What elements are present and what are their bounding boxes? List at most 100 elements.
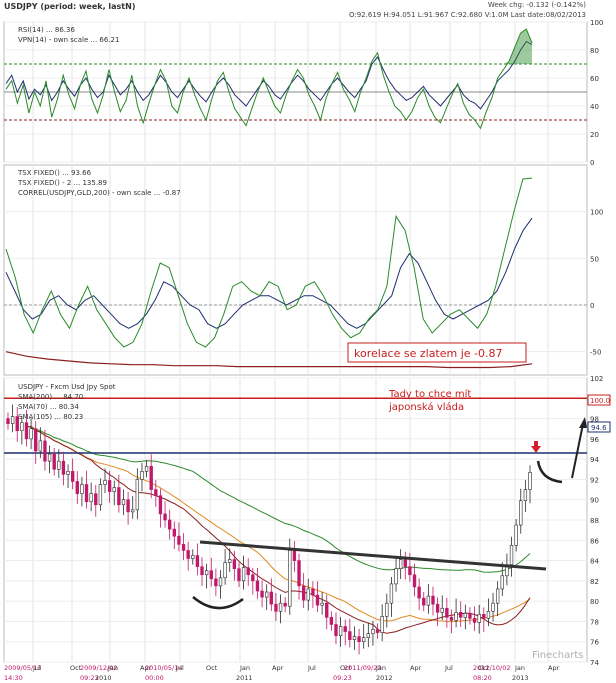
- candle-body: [269, 591, 273, 605]
- rsi-series-1: [5, 28, 533, 130]
- x-sub-label: 09:23: [333, 674, 352, 682]
- candle-body: [292, 550, 297, 561]
- tsx-legend: TSX FIXED() ... 93.66 TSX FIXED() - 2 ..…: [17, 169, 181, 197]
- candle-body: [232, 559, 237, 569]
- vpn-overbought-fill: [503, 29, 532, 64]
- x-tick-label: 2012/10/02: [473, 664, 510, 672]
- candle-body: [154, 489, 158, 496]
- candle-body: [403, 559, 407, 567]
- grid-lines: [4, 21, 587, 663]
- candle-body: [315, 594, 320, 606]
- badge-red: 100.0: [590, 397, 610, 405]
- legend-vpn: VPN(14) - own scale ... 66.21: [18, 36, 119, 44]
- candle-body: [98, 484, 103, 506]
- rsi-plot: [4, 28, 587, 130]
- chart-title: USDJPY (period: week, lastN): [4, 2, 136, 11]
- candle-body: [112, 487, 116, 492]
- x-tick-label: Jan: [239, 664, 250, 672]
- candle-body: [375, 629, 380, 633]
- candle-body: [126, 499, 130, 513]
- y-tick-label: 80: [590, 47, 599, 55]
- legend-tsx: TSX FIXED() ... 93.66: [17, 169, 92, 177]
- candle-body: [140, 471, 144, 480]
- candle-body: [204, 570, 209, 576]
- candle-body: [10, 416, 15, 424]
- legend-sma70: SMA(70) ... 80.34: [18, 403, 79, 411]
- candle-body: [486, 610, 491, 619]
- y-tick-label: 86: [590, 537, 599, 545]
- candle-body: [338, 626, 343, 636]
- candle-body: [47, 453, 52, 462]
- price-plot: [4, 397, 587, 655]
- candle-body: [24, 422, 29, 440]
- candle-body: [43, 440, 47, 462]
- handle-curve: [536, 460, 563, 484]
- sma200-line: [26, 426, 531, 573]
- y-tick-label: 90: [590, 497, 599, 505]
- candle-body: [223, 562, 227, 579]
- candle-body: [417, 586, 421, 599]
- y-tick-label: 100: [590, 19, 603, 27]
- candle-body: [274, 603, 278, 612]
- candle-body: [371, 629, 375, 634]
- candle-body: [218, 577, 223, 587]
- candle-body: [366, 633, 370, 638]
- resistance-line: [199, 540, 547, 571]
- candle-body: [181, 544, 186, 551]
- candle-body: [352, 636, 357, 640]
- candle-body: [57, 460, 61, 470]
- x-tick-label: Jul: [175, 664, 184, 672]
- y-tick-label: 74: [590, 659, 599, 667]
- candle-body: [80, 484, 84, 494]
- candle-body: [209, 570, 213, 580]
- candle-body: [103, 480, 107, 485]
- candle-body: [398, 559, 403, 569]
- candle-body: [491, 602, 495, 612]
- x-sub-label: 2011: [236, 674, 253, 682]
- y-tick-label: 76: [590, 639, 599, 647]
- tsx-panel-frame: [3, 164, 588, 376]
- candle-body: [325, 602, 329, 618]
- y-tick-label: 100: [590, 209, 603, 217]
- candle-body: [241, 567, 246, 582]
- projection-arrow: [571, 423, 584, 479]
- y-axis-labels: 0 20 40 60 80 100 -50 0 50 100 74 76 78 80 82 84 86 88 90 9…: [590, 19, 603, 667]
- candle-body: [297, 560, 301, 587]
- x-tick-label: Apr: [140, 664, 152, 672]
- y-tick-label: 80: [590, 598, 599, 606]
- candle-body: [34, 428, 38, 452]
- y-tick-label: 20: [590, 131, 599, 139]
- x-tick-label: 2009/05/13: [4, 664, 41, 672]
- candle-body: [255, 580, 260, 592]
- y-tick-label: 50: [590, 255, 599, 263]
- x-sub-label: 14:30: [4, 674, 23, 682]
- candle-body: [412, 574, 417, 588]
- y-tick-label: 0: [590, 302, 594, 310]
- x-sub-label: 08:20: [473, 674, 492, 682]
- candle-body: [15, 416, 19, 432]
- x-tick-label: Oct: [340, 664, 352, 672]
- candle-body: [191, 555, 195, 559]
- gov-annotation-line2: japonská vláda: [388, 401, 464, 413]
- x-tick-label: Jan: [375, 664, 386, 672]
- candle-body: [168, 519, 172, 530]
- candle-body: [362, 637, 366, 643]
- legend-usdjpy: USDJPY - Fxcm Usd Jpy Spot: [18, 383, 116, 391]
- candle-body: [468, 613, 472, 619]
- x-tick-label: 2010/05/14: [145, 664, 182, 672]
- candle-body: [265, 591, 269, 598]
- candle-body: [495, 588, 500, 604]
- sma105-line: [26, 426, 531, 623]
- candle-body: [445, 607, 449, 618]
- x-tick-label: Oct: [70, 664, 82, 672]
- candle-body: [200, 566, 204, 576]
- rsi-series-0: [5, 40, 533, 110]
- candle-body: [195, 555, 200, 567]
- candle-body: [38, 440, 43, 452]
- x-sub-label: 09:23: [80, 674, 99, 682]
- x-tick-label: Oct: [478, 664, 490, 672]
- y-tick-label: 88: [590, 517, 599, 525]
- candle-body: [84, 484, 89, 503]
